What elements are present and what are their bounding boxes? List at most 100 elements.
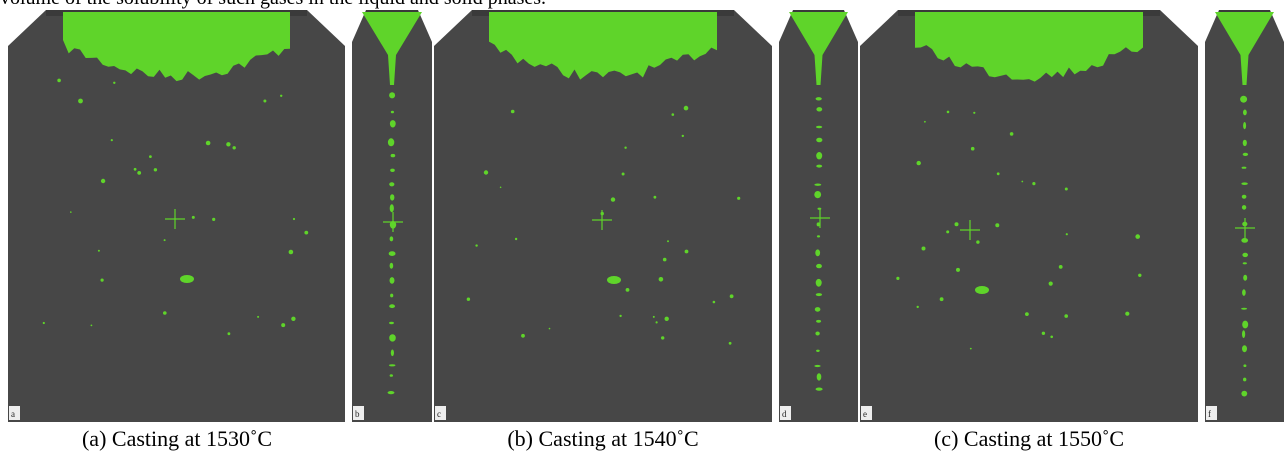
porosity-dot (514, 237, 518, 241)
porosity-cluster (180, 275, 194, 283)
porosity-dot (1135, 234, 1140, 239)
porosity-dot (816, 349, 820, 352)
porosity-dot (973, 111, 976, 114)
porosity-dot (683, 105, 689, 111)
porosity-dot (389, 277, 395, 284)
porosity-dot (389, 120, 396, 128)
porosity-dot (970, 146, 975, 151)
panel-label: c (437, 409, 441, 419)
porosity-dot (388, 364, 396, 367)
porosity-dot (389, 236, 394, 242)
porosity-dot (263, 99, 267, 103)
porosity-dot (389, 374, 393, 377)
porosity-dot (149, 155, 152, 159)
porosity-dot (1243, 377, 1247, 382)
porosity-funnel (362, 12, 422, 85)
porosity-dot (655, 321, 658, 324)
porosity-dot (388, 251, 396, 256)
porosity-top (489, 12, 717, 80)
porosity-dot (976, 240, 980, 244)
panel-label-box (1206, 406, 1217, 420)
porosity-dot (475, 244, 478, 247)
porosity-dot (729, 294, 734, 299)
porosity-dot (995, 223, 1000, 228)
porosity-dot (389, 182, 395, 187)
porosity-dot (1242, 152, 1249, 156)
porosity-dot (653, 195, 657, 199)
porosity-dot (815, 293, 823, 297)
porosity-dot (625, 288, 630, 292)
porosity-dot (815, 387, 823, 391)
porosity-dot (1064, 314, 1068, 318)
porosity-dot (288, 249, 294, 255)
porosity-dot (816, 137, 823, 143)
porosity-dot (814, 183, 822, 186)
porosity-dot (816, 107, 823, 112)
porosity-dot (816, 373, 822, 381)
porosity-dot (816, 222, 821, 227)
porosity-dot (816, 235, 821, 238)
porosity-dot (90, 324, 93, 327)
porosity-funnel (789, 12, 848, 85)
porosity-dot (956, 267, 960, 272)
panel-label-box (861, 406, 872, 420)
porosity-dot (1241, 238, 1249, 243)
porosity-dot (390, 110, 394, 114)
porosity-dot (163, 311, 167, 315)
panel-label-box (9, 406, 20, 420)
porosity-dot (662, 257, 667, 262)
porosity-dot (510, 109, 515, 114)
porosity-dot (814, 307, 821, 312)
porosity-dot (304, 230, 309, 235)
porosity-dot (42, 321, 45, 325)
porosity-dot (728, 341, 732, 345)
porosity-dot (1243, 122, 1247, 130)
porosity-dot (390, 349, 394, 357)
porosity-dot (816, 152, 823, 160)
porosity-dot (969, 347, 972, 350)
porosity-dot (548, 327, 551, 330)
porosity-dot (389, 262, 394, 269)
panel-label-box (780, 406, 791, 420)
porosity-dot (97, 249, 100, 252)
porosity-dot (1241, 307, 1248, 310)
porosity-dot (212, 217, 216, 221)
porosity-dot (658, 277, 664, 282)
porosity-dot (137, 171, 142, 175)
panel (434, 10, 772, 422)
porosity-dot (624, 146, 627, 149)
porosity-dot (954, 222, 959, 227)
porosity-dot (163, 239, 166, 242)
panel-label: d (782, 409, 787, 419)
panel-label: a (11, 409, 15, 419)
porosity-dot (816, 319, 822, 323)
porosity-dot (671, 113, 675, 116)
porosity-dot (816, 263, 822, 269)
porosity-dot (281, 323, 286, 328)
porosity-dot (57, 78, 61, 83)
panel-label-box (435, 406, 446, 420)
porosity-dot (226, 142, 231, 147)
porosity-dot (1243, 274, 1248, 281)
porosity-dot (1021, 180, 1024, 183)
panel (352, 10, 432, 422)
porosity-dot (227, 332, 231, 336)
porosity-dot (257, 315, 260, 318)
porosity-dot (667, 240, 669, 243)
porosity-dot (916, 305, 919, 309)
porosity-dot (153, 168, 158, 172)
porosity-dot (1243, 109, 1247, 116)
caption: (b) Casting at 1540˚C (507, 426, 698, 451)
porosity-dot (110, 139, 113, 142)
porosity-dot (1064, 187, 1068, 191)
panel (860, 10, 1198, 422)
porosity-dot (737, 196, 741, 200)
porosity-dot (1009, 132, 1014, 136)
porosity-dot (1242, 330, 1246, 338)
panel-label-box (353, 406, 364, 420)
porosity-dot (921, 246, 926, 251)
porosity-dot (1241, 205, 1247, 210)
porosity-dot (814, 364, 821, 368)
porosity-dot (390, 194, 395, 201)
